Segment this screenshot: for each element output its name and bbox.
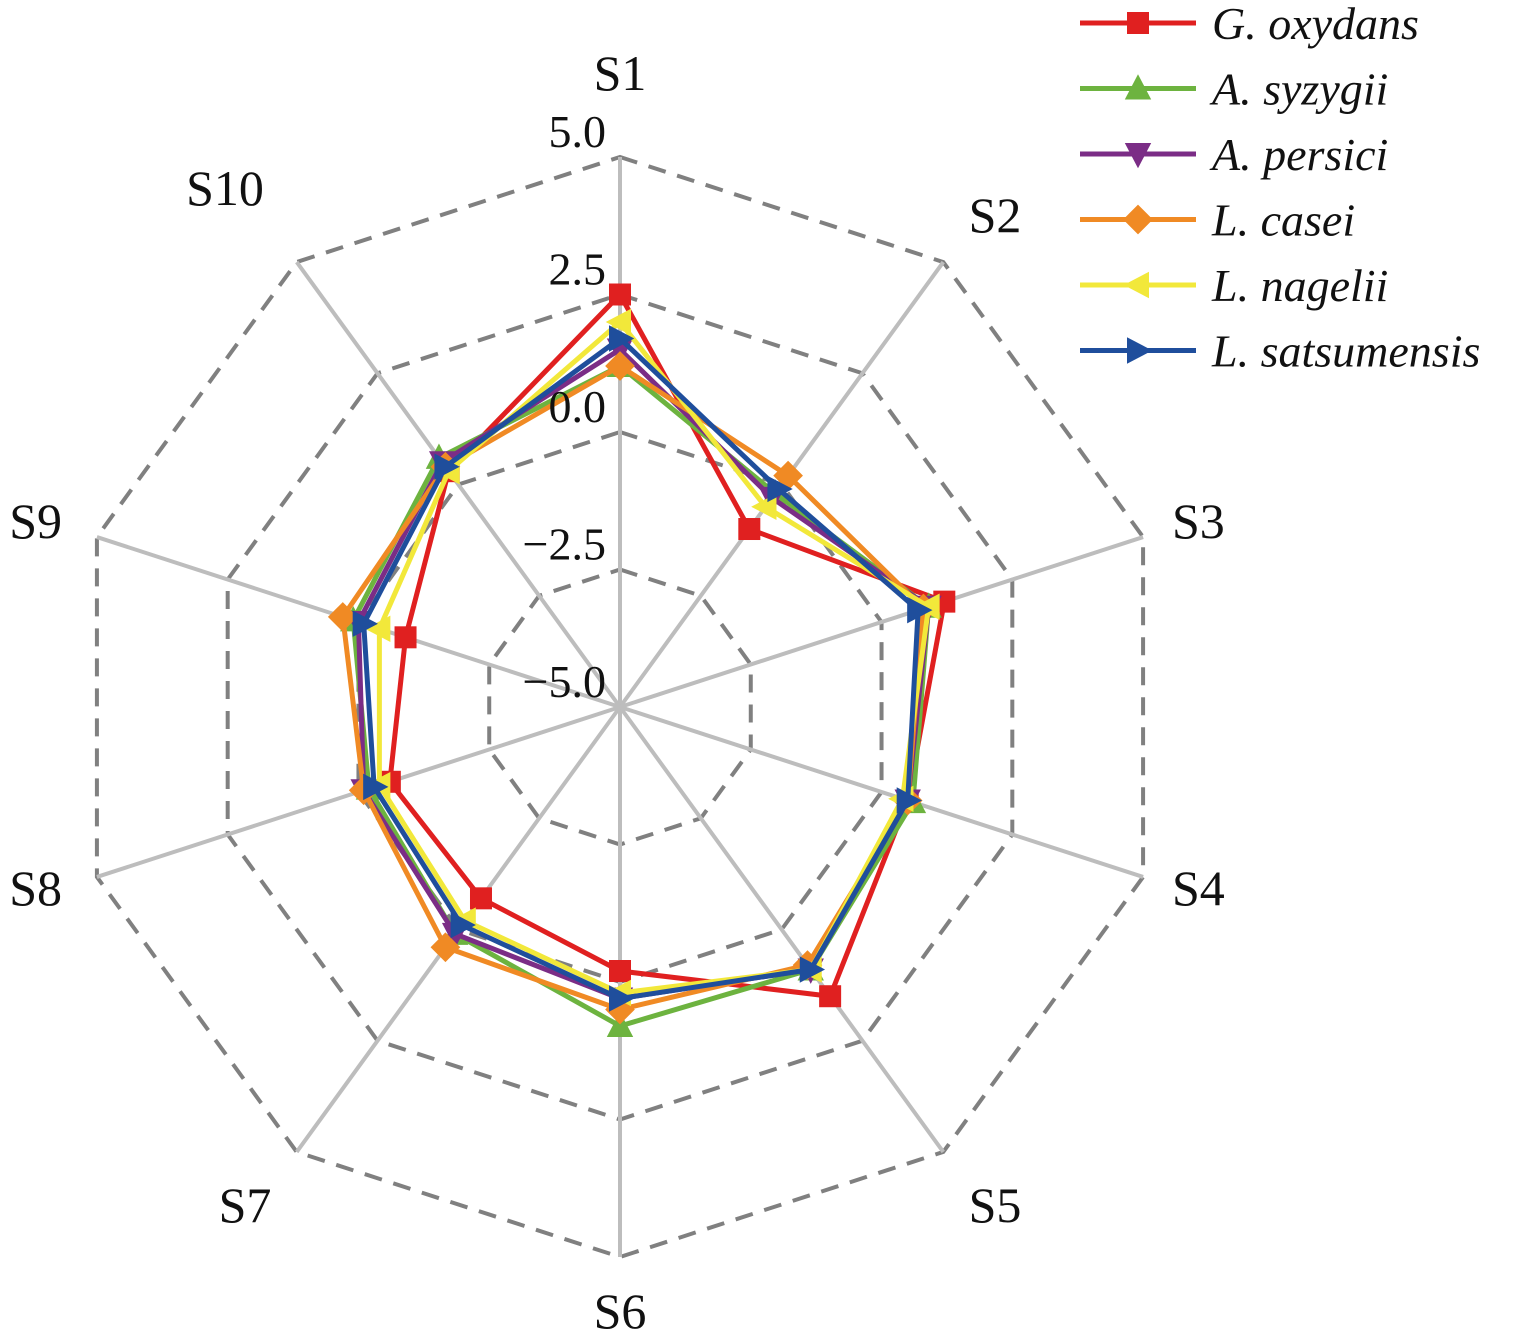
tick-label: 5.0 (549, 106, 607, 157)
axis-label-s9: S9 (9, 493, 62, 549)
axis-label-s6: S6 (594, 1283, 647, 1330)
data-point-g-oxydans-s7 (469, 887, 492, 910)
legend-marker-g-oxydans (1127, 12, 1149, 34)
legend-label-l-casei: L. casei (1211, 195, 1355, 246)
tick-label: −2.5 (523, 519, 606, 570)
data-point-l-satsumensis-s6 (609, 985, 635, 1012)
legend-item-l-satsumensis: L. satsumensis (1080, 326, 1480, 377)
data-point-l-nagelii-s3 (914, 593, 940, 620)
data-point-l-satsumensis-s4 (896, 787, 922, 814)
series-layer (327, 283, 956, 1037)
legend-label-g-oxydans: G. oxydans (1212, 0, 1419, 49)
data-point-g-oxydans-s5 (819, 985, 842, 1008)
legend-item-a-syzygii: A. syzygii (1080, 64, 1388, 115)
tick-label: 0.0 (549, 381, 607, 432)
data-point-l-casei-s9 (327, 602, 358, 632)
data-point-l-satsumensis-s1 (609, 325, 635, 352)
legend-label-a-persici: A. persici (1209, 129, 1388, 180)
data-point-l-satsumensis-s7 (450, 911, 476, 939)
data-point-g-oxydans-s2 (738, 518, 761, 541)
legend-marker-a-persici (1124, 143, 1152, 169)
spoke-s3 (619, 535, 1144, 709)
data-point-l-satsumensis-s5 (799, 956, 826, 983)
data-point-l-satsumensis-s9 (352, 610, 378, 637)
series-a-syzygii (340, 351, 942, 1037)
data-point-g-oxydans-s6 (609, 960, 631, 982)
axis-label-s5: S5 (969, 1177, 1022, 1233)
data-point-l-nagelii-s9 (365, 615, 391, 643)
grid-ring-0 (94, 154, 1146, 1260)
data-point-l-satsumensis-s3 (907, 596, 933, 624)
axis-label-s4: S4 (1172, 860, 1225, 916)
spoke-s5 (618, 705, 945, 1154)
legend-item-l-casei: L. casei (1080, 195, 1355, 246)
data-point-l-satsumensis-s10 (434, 453, 460, 480)
data-point-g-oxydans-s1 (609, 283, 631, 306)
legend-item-a-persici: A. persici (1080, 129, 1388, 180)
legend-item-l-nagelii: L. nagelii (1080, 260, 1388, 311)
data-point-g-oxydans-s9 (394, 626, 417, 649)
legend-marker-l-nagelii (1123, 271, 1149, 299)
data-point-l-casei-s1 (605, 351, 635, 381)
data-point-l-satsumensis-s8 (363, 773, 389, 801)
legend-label-l-nagelii: L. nagelii (1211, 260, 1388, 311)
tick-label: −5.0 (523, 656, 606, 707)
axis-label-s8: S8 (9, 860, 62, 916)
spoke-s10 (295, 260, 622, 709)
legend-label-l-satsumensis: L. satsumensis (1211, 326, 1480, 377)
legend-marker-a-syzygii (1124, 74, 1152, 100)
spoke-s4 (619, 705, 1144, 879)
tick-label: 2.5 (549, 244, 607, 295)
series-line-l-satsumensis (361, 336, 921, 1001)
data-point-l-casei-s7 (430, 932, 461, 963)
legend-marker-l-satsumensis (1127, 337, 1153, 364)
data-point-l-nagelii-s1 (605, 308, 631, 336)
legend-item-g-oxydans: G. oxydans (1080, 0, 1419, 49)
axis-label-s7: S7 (219, 1177, 272, 1233)
axis-label-s2: S2 (969, 187, 1022, 243)
data-point-l-satsumensis-s2 (767, 475, 793, 503)
axis-label-s1: S1 (594, 45, 647, 101)
tick-labels: 5.0 2.5 0.0 −2.5 −5.0 (523, 106, 606, 707)
axis-label-s3: S3 (1172, 493, 1225, 549)
legend: G. oxydans A. syzygii A. persici L. casei L.… (1080, 0, 1480, 377)
axis-labels: S1 S2 S3 S4 S5 S6 S7 S8 S9 S10 (9, 45, 1225, 1330)
series-l-satsumensis (352, 325, 933, 1012)
legend-label-a-syzygii: A. syzygii (1209, 64, 1388, 115)
legend-marker-l-casei (1123, 204, 1153, 235)
axis-label-s10: S10 (186, 160, 264, 216)
